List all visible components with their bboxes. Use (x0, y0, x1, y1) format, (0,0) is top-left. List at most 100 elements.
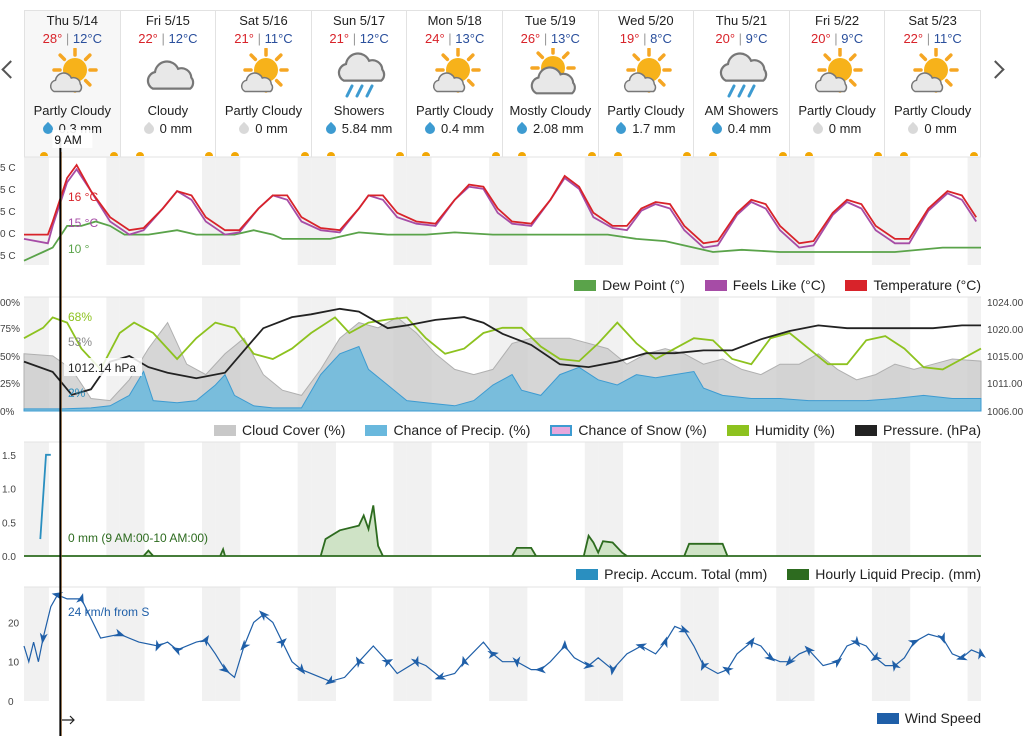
legend-label: Pressure. (hPa) (882, 422, 981, 438)
legend-label: Wind Speed (904, 710, 981, 726)
day-card[interactable]: Tue 5/19 26° | 13°C Mostly Cloudy 2.08 mm (503, 11, 599, 158)
night-band (502, 442, 528, 556)
sun-ray (919, 53, 927, 62)
wind-direction-arrow (850, 635, 861, 647)
legend-item[interactable]: Wind Speed (876, 710, 981, 726)
day-condition: Partly Cloudy (607, 103, 685, 118)
night-band (24, 587, 49, 701)
day-condition: Cloudy (147, 103, 189, 118)
day-card[interactable]: Thu 5/14 28° | 12°C Partly Cloudy 0.3 mm (24, 11, 121, 158)
night-band (215, 587, 241, 701)
wind-direction-arrow (870, 651, 883, 661)
day-card[interactable]: Sun 5/17 21° | 12°C Showers 5.84 mm (312, 11, 408, 158)
day-card[interactable]: Wed 5/20 19° | 8°C Partly Cloudy 1.7 mm (599, 11, 695, 158)
legend-item[interactable]: Cloud Cover (%) (213, 422, 346, 438)
legend-item[interactable]: Temperature (°C) (845, 277, 981, 293)
day-condition: Partly Cloudy (33, 103, 111, 118)
rain-drop (345, 84, 354, 98)
legend-item[interactable]: Dew Point (°) (574, 277, 685, 293)
day-card[interactable]: Sat 5/16 21° | 11°C Partly Cloudy 0 mm (216, 11, 312, 158)
sunrise-icon (613, 152, 622, 156)
legend-item[interactable]: Chance of Snow (%) (550, 422, 707, 438)
precip-chart[interactable]: 1.5 1.0 0.5 0.0 0 mm (9 AM:00-10 AM:00) Prec… (0, 441, 1033, 587)
sun-ray (249, 53, 258, 62)
wind-direction-arrow (937, 632, 945, 644)
precip-chart-svg[interactable]: 1.5 1.0 0.5 0.0 0 mm (9 AM:00-10 AM:00) (0, 441, 1033, 587)
sun-ray (466, 53, 475, 62)
rain-drop (727, 84, 736, 98)
wind-direction-arrow (956, 652, 968, 661)
prev-days-arrow-icon[interactable] (0, 58, 16, 84)
raindrop-icon (906, 121, 921, 137)
temperature-chart[interactable]: 5 C 5 C 5 C 0 C 5 C 16 °C 15 °C 10 ° Dew Point … (0, 156, 1033, 297)
legend-item[interactable]: Precip. Accum. Total (mm) (576, 566, 767, 582)
temperature-chart-svg[interactable]: 5 C 5 C 5 C 0 C 5 C 16 °C 15 °C 10 ° (0, 156, 1033, 297)
wind-direction-arrow (355, 656, 365, 669)
wind-chart[interactable]: 20 10 0 24 km/h from S Wind Speed (0, 586, 1033, 748)
humidity-readout: 68% (68, 310, 92, 324)
wind-direction-arrow (978, 648, 986, 660)
night-band (693, 587, 719, 701)
day-card[interactable]: Fri 5/22 20° | 9°C Partly Cloudy 0 mm (790, 11, 886, 158)
sunset-icon (491, 152, 500, 156)
legend-item[interactable]: Humidity (%) (726, 422, 835, 438)
night-band (202, 442, 216, 556)
day-precip-value: 0.4 mm (441, 121, 485, 136)
legend-item[interactable]: Hourly Liquid Precip. (mm) (787, 566, 981, 582)
night-band (680, 442, 694, 556)
day-temps: 22° | 11°C (885, 31, 980, 46)
day-temps: 22° | 12°C (121, 31, 216, 46)
night-band (215, 442, 241, 556)
cloud-outline (146, 60, 195, 90)
night-band (789, 442, 815, 556)
night-band (311, 587, 336, 701)
wind-direction-arrow (171, 647, 184, 656)
day-condition: Partly Cloudy (416, 103, 494, 118)
pressure-axis-tick: 1024.00 (987, 298, 1024, 309)
sunset-icon (778, 152, 787, 156)
sun-times (885, 150, 980, 156)
day-name: Fri 5/15 (145, 13, 190, 28)
day-precip: 0 mm (790, 121, 885, 137)
day-name: Wed 5/20 (618, 13, 674, 28)
legend-swatch (213, 424, 236, 436)
raindrop-icon (514, 121, 530, 137)
wind-direction-arrow (804, 645, 816, 657)
partly-cloudy-icon (910, 48, 959, 93)
sunrise-icon (517, 152, 526, 156)
temp-separator: | (639, 31, 651, 46)
legend-item[interactable]: Pressure. (hPa) (854, 422, 981, 438)
wind-direction-arrow (295, 663, 306, 675)
sky-chart[interactable]: 00% 75% 50% 25% 0% 1024.00 1020.00 1015.00 1011.… (0, 296, 1033, 442)
day-low: 13°C (550, 31, 580, 46)
day-card[interactable]: Sat 5/23 22° | 11°C Partly Cloudy 0 mm (885, 11, 981, 158)
night-band (297, 442, 312, 556)
wind-arrow-icon (62, 715, 75, 725)
night-band (106, 297, 120, 411)
wind-direction-arrow (907, 639, 920, 648)
sky-chart-svg[interactable]: 00% 75% 50% 25% 0% 1024.00 1020.00 1015.00 1011.… (0, 296, 1033, 442)
next-days-arrow-icon[interactable] (989, 58, 1005, 84)
night-band (598, 587, 624, 701)
day-high: 22° (903, 31, 924, 46)
cloud-shape (241, 72, 274, 93)
dew-point-line (23, 220, 981, 262)
sun-ray (562, 51, 570, 60)
wind-direction-arrow (745, 637, 755, 649)
day-card[interactable]: Mon 5/18 24° | 13°C Partly Cloudy 0.4 mm (407, 11, 503, 158)
wind-direction-arrow (325, 675, 337, 685)
legend-label: Cloud Cover (%) (241, 422, 346, 438)
mostly-cloudy-icon (530, 48, 577, 95)
sun-times (503, 150, 598, 156)
wind-direction-arrow (534, 665, 546, 674)
sun-times (790, 150, 885, 156)
day-precip: 0 mm (121, 121, 216, 137)
legend-item[interactable]: Chance of Precip. (%) (365, 422, 530, 438)
day-card[interactable]: Thu 5/21 20° | 9°C AM Showers 0.4 mm (694, 11, 790, 158)
day-card[interactable]: Fri 5/15 22° | 12°C Cloudy 0 mm (121, 11, 217, 158)
day-low: 12°C (359, 31, 389, 46)
night-band (789, 157, 815, 265)
wind-chart-svg[interactable]: 20 10 0 24 km/h from S (0, 586, 1033, 748)
legend-item[interactable]: Feels Like (°C) (704, 277, 825, 293)
accum-precip-line (39, 453, 51, 540)
